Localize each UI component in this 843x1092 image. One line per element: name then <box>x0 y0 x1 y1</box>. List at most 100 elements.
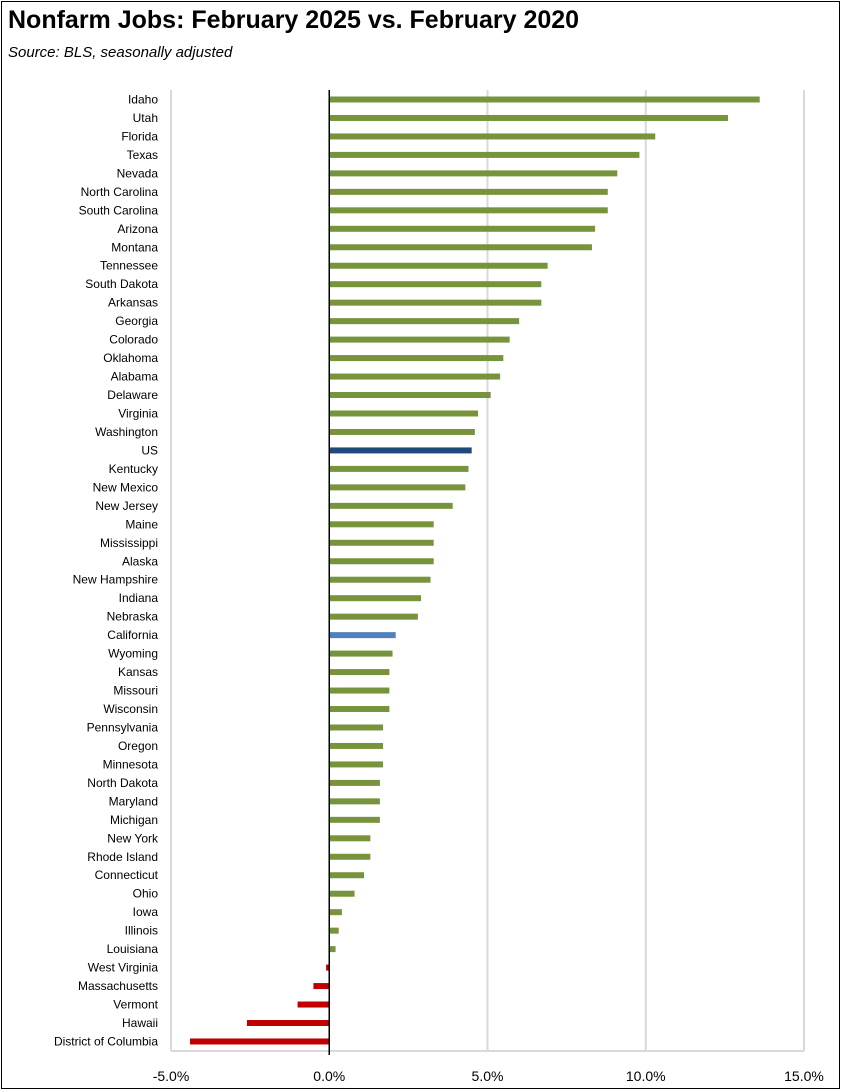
category-label: Iowa <box>133 905 159 919</box>
category-label: New York <box>107 831 159 845</box>
category-label: Florida <box>121 129 158 143</box>
bar <box>329 687 390 694</box>
bar <box>329 410 479 417</box>
category-label: Nebraska <box>107 610 159 624</box>
bar <box>297 1001 330 1008</box>
bar <box>329 761 384 768</box>
category-label: District of Columbia <box>54 1034 158 1048</box>
bar <box>313 983 330 990</box>
bar <box>329 539 434 546</box>
x-tick-label: 0.0% <box>313 1068 345 1084</box>
category-label: Missouri <box>113 684 158 698</box>
bar <box>329 558 434 565</box>
category-label: Maryland <box>109 794 158 808</box>
bar <box>329 890 355 897</box>
category-label: North Carolina <box>81 185 159 199</box>
bar <box>329 170 618 177</box>
category-label: Arizona <box>117 222 158 236</box>
category-label: New Mexico <box>93 480 159 494</box>
category-label: Montana <box>111 240 158 254</box>
bar <box>329 946 336 953</box>
bar <box>329 484 466 491</box>
category-label: Oklahoma <box>103 351 158 365</box>
category-label: Illinois <box>125 924 158 938</box>
category-label: Delaware <box>107 388 158 402</box>
x-tick-label: -5.0% <box>153 1068 190 1084</box>
bar <box>329 133 656 140</box>
category-label: Ohio <box>133 887 159 901</box>
bar <box>329 521 434 528</box>
bar <box>329 96 760 103</box>
bar <box>329 318 520 325</box>
bar <box>329 669 390 676</box>
category-labels: Idaho Utah Florida Texas Nevada North Carolin… <box>54 93 159 1049</box>
bar <box>329 724 384 731</box>
category-label: California <box>107 628 158 642</box>
bar <box>329 779 380 786</box>
category-label: Louisiana <box>107 942 159 956</box>
category-label: Hawaii <box>122 1016 158 1030</box>
category-label: New Jersey <box>95 499 158 513</box>
gridlines <box>170 90 805 1051</box>
category-label: Washington <box>95 425 158 439</box>
category-label: Tennessee <box>100 259 158 273</box>
category-label: Alaska <box>122 554 158 568</box>
bar <box>329 428 475 435</box>
category-label: Arkansas <box>108 296 158 310</box>
category-label: Georgia <box>115 314 158 328</box>
category-label: Minnesota <box>103 757 159 771</box>
category-label: Vermont <box>113 998 158 1012</box>
category-label: South Carolina <box>79 203 159 217</box>
category-label: US <box>141 443 158 457</box>
category-label: Kentucky <box>109 462 158 476</box>
bar <box>329 576 431 583</box>
bar <box>189 1038 330 1045</box>
category-label: Pennsylvania <box>87 720 159 734</box>
category-label: Wyoming <box>108 647 158 661</box>
bar <box>329 632 396 639</box>
bar <box>329 151 640 158</box>
bar <box>329 225 596 232</box>
bar <box>329 816 380 823</box>
category-label: Idaho <box>128 93 158 107</box>
bar <box>329 872 365 879</box>
bar <box>329 114 729 121</box>
bar <box>329 927 339 934</box>
bar <box>329 392 491 399</box>
bar <box>329 336 510 343</box>
category-label: Wisconsin <box>103 702 158 716</box>
category-label: Alabama <box>111 370 159 384</box>
bar <box>329 207 608 214</box>
category-label: New Hampshire <box>73 573 159 587</box>
bars <box>189 96 760 1045</box>
x-tick-label: 15.0% <box>784 1068 824 1084</box>
category-label: Mississippi <box>100 536 158 550</box>
category-label: Connecticut <box>95 868 159 882</box>
category-label: Massachusetts <box>78 979 158 993</box>
bar <box>329 595 422 602</box>
bar <box>329 706 390 713</box>
bar <box>329 188 608 195</box>
category-label: Texas <box>127 148 158 162</box>
category-label: West Virginia <box>88 961 159 975</box>
category-label: Rhode Island <box>87 850 158 864</box>
chart-title: Nonfarm Jobs: February 2025 vs. February… <box>8 6 580 34</box>
category-label: Indiana <box>119 591 159 605</box>
x-tick-label: 5.0% <box>472 1068 504 1084</box>
category-label: Oregon <box>118 739 158 753</box>
category-label: Maine <box>125 517 158 531</box>
bar <box>329 798 380 805</box>
bar <box>329 650 393 657</box>
category-label: Colorado <box>109 333 158 347</box>
category-label: Kansas <box>118 665 158 679</box>
bar <box>329 465 469 472</box>
x-tick-labels: -5.0% 0.0% 5.0% 10.0% 15.0% <box>153 1068 824 1084</box>
category-label: Nevada <box>117 166 159 180</box>
bar <box>246 1020 330 1026</box>
bar <box>329 244 592 251</box>
category-label: Virginia <box>118 406 158 420</box>
bar <box>329 355 504 362</box>
bar <box>329 742 384 749</box>
